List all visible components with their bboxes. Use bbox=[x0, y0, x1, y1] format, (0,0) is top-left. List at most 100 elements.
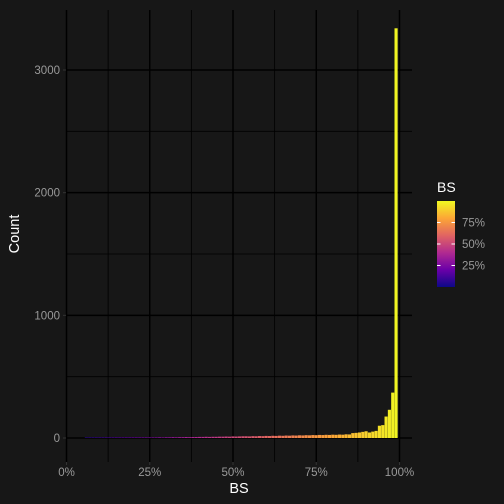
legend-break-label: 75% bbox=[462, 218, 485, 230]
histogram-bar bbox=[271, 435, 275, 438]
x-tick-label: 0% bbox=[58, 467, 75, 479]
histogram-bar bbox=[254, 436, 258, 438]
histogram-bar bbox=[88, 437, 92, 438]
histogram-bar bbox=[114, 437, 118, 438]
x-tick-label: 25% bbox=[138, 467, 161, 479]
x-tick-label: 75% bbox=[305, 467, 328, 479]
histogram-bar bbox=[94, 437, 98, 438]
legend-break-label: 25% bbox=[462, 261, 485, 273]
minor-gridlines bbox=[66, 10, 412, 462]
histogram-bar bbox=[138, 437, 142, 438]
legend-title: BS bbox=[437, 179, 456, 195]
histogram-bar bbox=[284, 435, 288, 438]
histogram-bar bbox=[287, 435, 292, 438]
histogram-bar bbox=[337, 434, 342, 438]
y-tick-label: 0 bbox=[54, 433, 60, 445]
x-tick-label: 50% bbox=[221, 467, 244, 479]
histogram-bar bbox=[211, 436, 215, 438]
histogram-bar bbox=[224, 436, 228, 438]
histogram-bar bbox=[218, 436, 222, 438]
histogram-bar bbox=[391, 392, 395, 438]
histogram-bar bbox=[104, 437, 108, 438]
histogram-bar bbox=[158, 437, 162, 438]
panel-background bbox=[66, 10, 412, 462]
histogram-bar bbox=[241, 436, 245, 438]
histogram-bar bbox=[374, 430, 378, 438]
histogram-bar bbox=[321, 435, 325, 438]
histogram-bar bbox=[214, 436, 218, 438]
histogram-bar bbox=[148, 437, 152, 438]
histogram-bar bbox=[84, 437, 88, 438]
histogram-bar bbox=[234, 436, 238, 438]
x-axis-title: BS bbox=[229, 481, 248, 497]
color-legend: BS 25% 50% 75% bbox=[437, 179, 485, 287]
y-tick-label: 3000 bbox=[34, 65, 60, 77]
histogram-bar bbox=[344, 434, 348, 438]
histogram-bar bbox=[317, 434, 322, 438]
histogram-bar bbox=[131, 437, 135, 438]
histogram-bar bbox=[307, 435, 312, 438]
histogram-bar bbox=[357, 432, 362, 438]
histogram-bar bbox=[294, 435, 298, 438]
histogram-bar bbox=[124, 437, 128, 438]
histogram-bar bbox=[251, 436, 255, 438]
histogram-bar bbox=[171, 437, 175, 438]
histogram-bar bbox=[314, 435, 318, 438]
histogram-bar bbox=[111, 437, 115, 438]
histogram-bar bbox=[291, 435, 295, 438]
histogram-bar bbox=[277, 435, 282, 438]
histogram-bar bbox=[228, 436, 232, 438]
histogram-bar bbox=[257, 436, 262, 438]
histogram-bar bbox=[244, 436, 248, 438]
histogram-bar bbox=[174, 437, 178, 438]
histogram-bar bbox=[191, 437, 195, 438]
histogram-bar bbox=[164, 437, 168, 438]
histogram-bar bbox=[264, 435, 268, 438]
histogram-bar bbox=[144, 437, 148, 438]
legend-colorbar bbox=[437, 201, 455, 287]
x-tick-label: 100% bbox=[385, 467, 414, 479]
histogram-bar bbox=[118, 437, 122, 438]
y-axis-title: Count bbox=[7, 215, 23, 254]
histogram-bar bbox=[341, 434, 345, 438]
y-axis: 0 1000 2000 3000 bbox=[34, 65, 66, 445]
histogram-bar bbox=[204, 436, 208, 438]
histogram-bar bbox=[221, 436, 225, 438]
histogram-bar bbox=[154, 437, 158, 438]
histogram-bar bbox=[201, 436, 205, 438]
histogram-bars bbox=[84, 28, 398, 438]
histogram-bar bbox=[194, 437, 198, 438]
histogram-bar bbox=[361, 431, 365, 438]
histogram-bar bbox=[188, 437, 192, 438]
histogram-bar bbox=[274, 435, 278, 438]
histogram-bar bbox=[327, 434, 332, 438]
histogram-bar bbox=[181, 437, 185, 438]
histogram-bar bbox=[237, 436, 242, 438]
histogram-bar bbox=[324, 434, 328, 438]
histogram-bar bbox=[91, 437, 95, 438]
histogram-bar bbox=[394, 28, 398, 438]
y-tick-label: 1000 bbox=[34, 310, 60, 322]
histogram-bar bbox=[354, 432, 358, 438]
x-axis: 0% 25% 50% 75% 100% bbox=[58, 462, 414, 479]
histogram-bar bbox=[108, 437, 112, 438]
histogram-bar bbox=[121, 437, 125, 438]
histogram-bar bbox=[208, 436, 212, 438]
histogram-bar bbox=[134, 437, 138, 438]
histogram-bar bbox=[161, 437, 165, 438]
histogram-bar bbox=[301, 435, 305, 438]
histogram-bar bbox=[198, 436, 202, 438]
histogram-bar bbox=[297, 435, 302, 438]
histogram-bar bbox=[151, 437, 155, 438]
legend-breaks: 25% 50% 75% bbox=[437, 218, 485, 273]
histogram-bar bbox=[371, 431, 375, 438]
histogram-bar bbox=[231, 436, 235, 438]
histogram-bar bbox=[281, 435, 285, 438]
histogram-bar bbox=[381, 425, 385, 438]
histogram-bar bbox=[304, 435, 308, 438]
histogram-bar bbox=[168, 437, 172, 438]
histogram-bar bbox=[141, 437, 145, 438]
histogram-bar bbox=[364, 431, 368, 438]
histogram-bar bbox=[347, 434, 352, 438]
